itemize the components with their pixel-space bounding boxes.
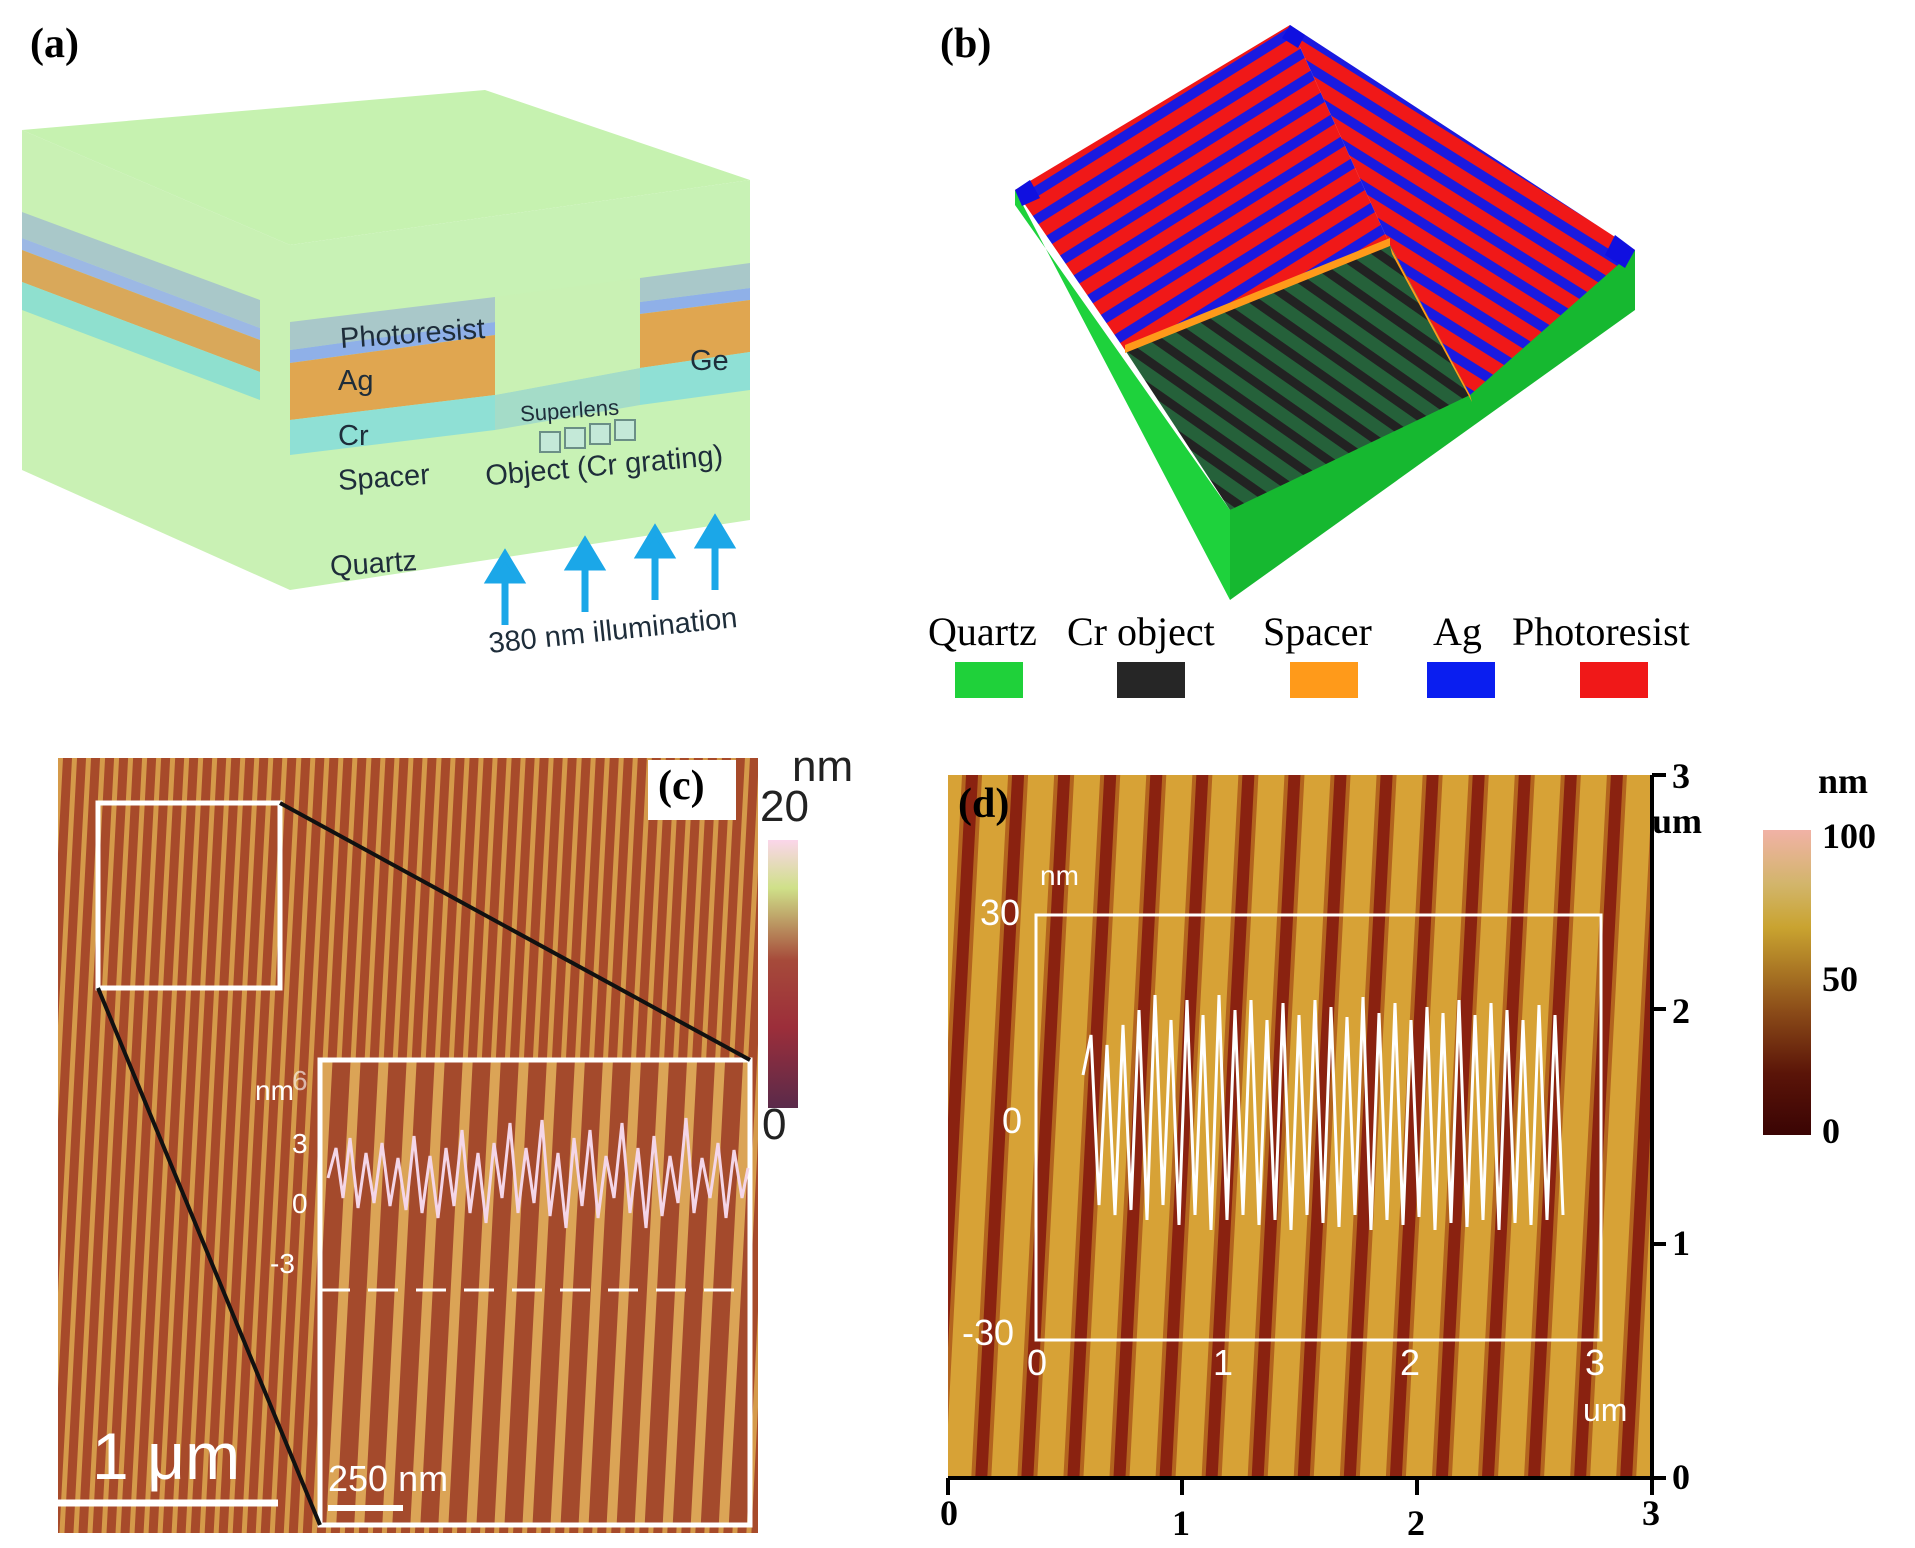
legend-label-photoresist: Photoresist (1512, 609, 1690, 654)
layer-label-ge: Ge (690, 345, 729, 377)
panel-d-profile-y-tick-neg30: -30 (962, 1312, 1015, 1353)
panel-d-right-tick-1: 1 (1672, 1223, 1690, 1263)
panel-c-profile-unit: nm (255, 1075, 294, 1106)
panel-c-scalebar-main-label: 1 μm (92, 1419, 241, 1493)
panel-c-colorbar-max: 20 (760, 782, 809, 831)
legend-label-ag: Ag (1433, 609, 1482, 654)
legend-label-quartz: Quartz (928, 609, 1037, 654)
panel-d-profile-x-tick-1: 1 (1213, 1342, 1234, 1383)
panel-c-profile-tick-neg3: -3 (270, 1248, 295, 1279)
panel-d-afm-image (948, 775, 1653, 1480)
panel-d-profile-y-tick-0: 0 (1002, 1100, 1023, 1141)
panel-d-axes (946, 773, 1666, 1495)
legend-label-spacer: Spacer (1263, 609, 1372, 654)
panel-d-profile-y-unit: nm (1040, 860, 1079, 891)
panel-d-colorbar-tick-100: 100 (1822, 816, 1876, 856)
panel-c-afm-image (58, 758, 758, 1533)
panel-c-colorbar-min: 0 (762, 1100, 787, 1149)
panel-d-right-tick-3: 3 (1672, 756, 1690, 796)
panel-a-label: (a) (30, 21, 79, 67)
panel-d-profile-x-tick-0: 0 (1027, 1342, 1048, 1383)
panel-d-bottom-tick-3: 3 (1642, 1493, 1660, 1533)
legend-swatch-cr-object (1117, 662, 1185, 698)
panel-a-layer-stack-diagram (22, 90, 750, 625)
panel-d-bottom-tick-1: 1 (1172, 1503, 1190, 1543)
panel-d-profile-y-tick-30: 30 (980, 892, 1021, 933)
panel-c-profile-tick-6: 6 (292, 1065, 308, 1096)
panel-d-right-unit: um (1652, 801, 1703, 841)
legend-swatch-spacer (1290, 662, 1358, 698)
panel-c-profile-tick-0: 0 (292, 1188, 308, 1219)
legend-swatch-photoresist (1580, 662, 1648, 698)
layer-label-spacer: Spacer (336, 458, 431, 498)
legend-swatch-ag (1427, 662, 1495, 698)
panel-d-colorbar (1763, 830, 1811, 1135)
panel-d-bottom-tick-2: 2 (1407, 1503, 1425, 1543)
panel-c-colorbar-unit: nm (792, 742, 854, 791)
panel-d-profile-x-unit: um (1583, 1392, 1628, 1428)
panel-d-right-tick-2: 2 (1672, 991, 1690, 1031)
panel-d-bottom-tick-0: 0 (940, 1493, 958, 1533)
panel-c-colorbar (768, 840, 798, 1108)
panel-b-3d-grating-model (1015, 25, 1635, 600)
panel-d-colorbar-tick-0: 0 (1822, 1111, 1840, 1151)
layer-label-cr: Cr (338, 420, 369, 452)
layer-label-quartz: Quartz (328, 545, 419, 583)
panel-d-label: (d) (958, 781, 1010, 827)
panel-d-colorbar-tick-50: 50 (1822, 959, 1858, 999)
legend-label-cr-object: Cr object (1067, 609, 1215, 654)
panel-d-profile-x-tick-2: 2 (1400, 1342, 1421, 1383)
layer-label-ag: Ag (338, 365, 374, 397)
panel-d-colorbar-unit: nm (1818, 761, 1869, 801)
panel-c-label: (c) (658, 763, 705, 809)
panel-d-right-tick-0: 0 (1672, 1457, 1690, 1497)
panel-c-label-box (648, 760, 736, 820)
panel-c-scalebar-inset-label: 250 nm (328, 1458, 449, 1499)
legend-swatch-quartz (955, 662, 1023, 698)
panel-d-profile-x-tick-3: 3 (1585, 1342, 1606, 1383)
panel-c-profile-tick-3: 3 (292, 1128, 308, 1159)
panel-b-label: (b) (940, 21, 992, 67)
